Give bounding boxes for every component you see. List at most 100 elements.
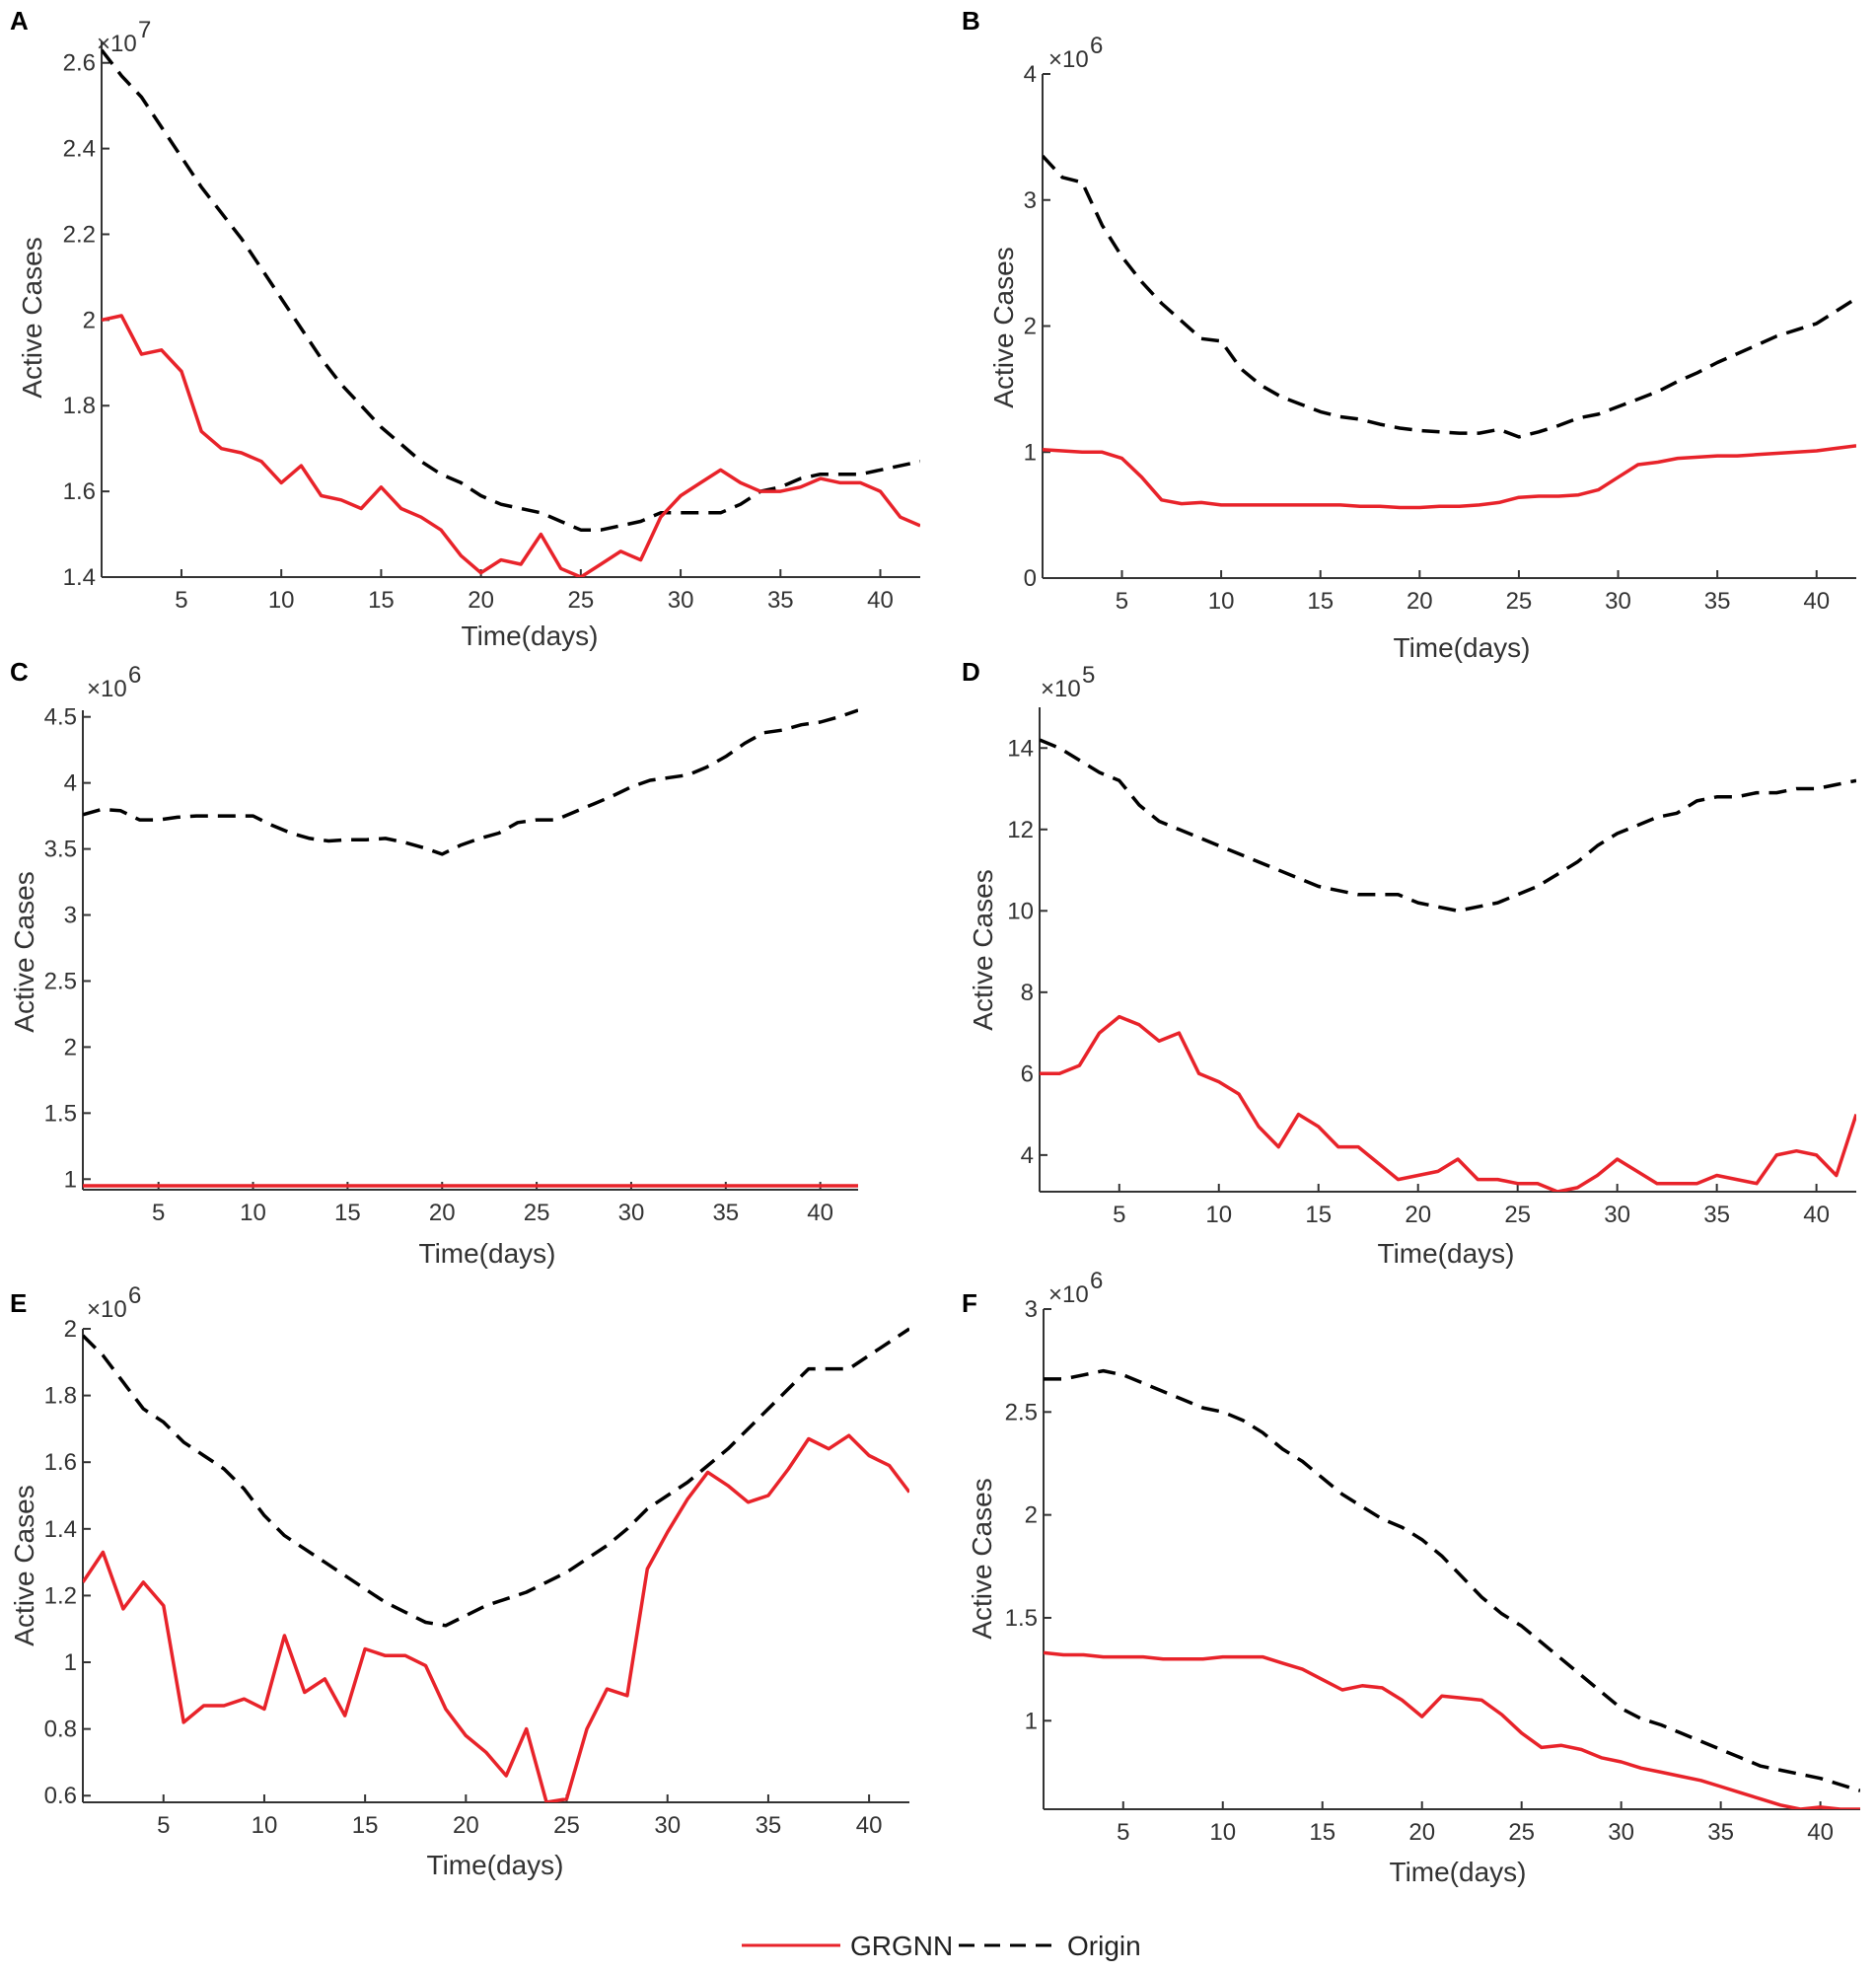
y-tick-label: 1.4 xyxy=(44,1516,77,1543)
x-tick-label: 10 xyxy=(252,1812,278,1839)
y-tick-label: 2.2 xyxy=(63,221,96,248)
y-tick-label: 4 xyxy=(1024,61,1037,88)
y-tick-label: 1.8 xyxy=(63,393,96,419)
y-tick-label: 0 xyxy=(1024,565,1037,592)
y-tick-label: 2.5 xyxy=(44,968,77,994)
axis-multiplier: ×10 6 xyxy=(1048,33,1103,73)
y-tick-label: 3 xyxy=(1024,187,1037,214)
x-tick-label: 35 xyxy=(1707,1819,1734,1846)
x-tick-label: 35 xyxy=(1704,588,1731,615)
x-tick-label: 40 xyxy=(1807,1819,1834,1846)
y-tick-label: 4 xyxy=(64,770,77,797)
x-tick-label: 20 xyxy=(1405,1202,1431,1228)
series-origin-line xyxy=(83,1327,909,1628)
x-tick-label: 40 xyxy=(1803,588,1830,615)
x-tick-label: 20 xyxy=(468,587,494,614)
x-tick-label: 10 xyxy=(1205,1202,1232,1228)
svg-text:×10: ×10 xyxy=(1048,1281,1089,1308)
y-axis-label: Active Cases xyxy=(17,237,47,398)
x-tick-label: 15 xyxy=(1305,1202,1332,1228)
series-origin-line xyxy=(102,48,920,532)
y-tick-label: 2 xyxy=(1024,314,1037,340)
svg-text:×10: ×10 xyxy=(1041,676,1081,702)
series-grgnn-line xyxy=(1044,1650,1860,1809)
legend: GRGNN Origin xyxy=(742,1931,1141,1961)
y-tick-label: 1.5 xyxy=(1005,1605,1038,1632)
x-tick-label: 25 xyxy=(568,587,595,614)
axis-multiplier: ×10 6 xyxy=(1048,1268,1103,1308)
y-tick-label: 2 xyxy=(64,1034,77,1060)
y-tick-label: 14 xyxy=(1007,735,1034,762)
x-tick-label: 20 xyxy=(1407,588,1433,615)
x-tick-label: 30 xyxy=(668,587,694,614)
x-tick-label: 15 xyxy=(1307,588,1334,615)
y-tick-label: 3 xyxy=(64,903,77,929)
plot-area: 5 10 15 20 25 30 35 40 1 1.5 2 2.5 3 xyxy=(1005,1296,1860,1846)
x-tick-label: 10 xyxy=(268,587,295,614)
x-tick-label: 35 xyxy=(756,1812,782,1839)
x-tick-label: 40 xyxy=(856,1812,883,1839)
x-tick-label: 40 xyxy=(807,1200,833,1226)
x-tick-label: 10 xyxy=(240,1200,266,1226)
y-tick-label: 2.5 xyxy=(1005,1399,1038,1425)
x-tick-label: 35 xyxy=(712,1200,739,1226)
x-tick-label: 40 xyxy=(1803,1202,1830,1228)
x-tick-label: 40 xyxy=(867,587,894,614)
axis-exponent: 6 xyxy=(128,1282,141,1309)
y-tick-label: 2 xyxy=(64,1316,77,1343)
y-tick-label: 1.6 xyxy=(44,1449,77,1476)
y-tick-label: 3.5 xyxy=(44,837,77,863)
x-tick-label: 30 xyxy=(618,1200,645,1226)
x-tick-label: 15 xyxy=(334,1200,361,1226)
x-tick-label: 5 xyxy=(1113,1202,1125,1228)
panel-e: E 5 10 15 20 25 30 35 40 0.6 0.8 1 1.2 1.4 1.6 1.8 2 Ti… xyxy=(9,1282,909,1880)
y-tick-label: 0.6 xyxy=(44,1783,77,1809)
y-tick-label: 1 xyxy=(64,1649,77,1676)
x-tick-label: 15 xyxy=(352,1812,379,1839)
y-tick-label: 0.8 xyxy=(44,1716,77,1743)
axis-multiplier: ×10 6 xyxy=(87,1282,141,1323)
x-tick-label: 15 xyxy=(1309,1819,1335,1846)
axis-exponent: 6 xyxy=(1090,33,1103,59)
y-tick-label: 2.6 xyxy=(63,50,96,77)
y-tick-label: 4 xyxy=(1021,1142,1034,1169)
axis-multiplier: ×10 6 xyxy=(87,662,141,702)
series-origin-line xyxy=(1044,1368,1860,1792)
series-grgnn-line xyxy=(83,1433,909,1802)
y-axis-label: Active Cases xyxy=(967,1478,997,1639)
panel-letter: C xyxy=(10,657,29,687)
y-tick-label: 12 xyxy=(1007,817,1034,843)
x-tick-label: 25 xyxy=(1504,1202,1531,1228)
x-tick-label: 30 xyxy=(654,1812,681,1839)
plot-area: 5 10 15 20 25 30 35 40 4 6 8 10 12 14 xyxy=(1007,707,1856,1228)
x-tick-label: 30 xyxy=(1608,1819,1634,1846)
svg-text:×10: ×10 xyxy=(97,31,137,57)
x-tick-label: 5 xyxy=(1116,588,1128,615)
svg-text:×10: ×10 xyxy=(87,1296,127,1323)
x-axis-label: Time(days) xyxy=(419,1238,556,1269)
plot-area: 5 10 15 20 25 30 35 40 0 1 2 3 4 xyxy=(1024,61,1856,615)
plot-area: 5 10 15 20 25 30 35 40 1 1.5 2 2.5 3 3.5 4 4.5 xyxy=(44,704,858,1226)
x-tick-label: 35 xyxy=(1703,1202,1730,1228)
y-tick-label: 10 xyxy=(1007,898,1034,924)
y-tick-label: 1 xyxy=(64,1166,77,1193)
series-origin-line xyxy=(1040,738,1856,913)
x-tick-label: 5 xyxy=(152,1200,165,1226)
x-tick-label: 35 xyxy=(767,587,794,614)
svg-text:×10: ×10 xyxy=(1048,46,1089,73)
y-tick-label: 2 xyxy=(1025,1502,1038,1529)
x-tick-label: 10 xyxy=(1209,1819,1236,1846)
x-tick-label: 5 xyxy=(157,1812,170,1839)
axis-exponent: 6 xyxy=(128,662,141,689)
y-tick-label: 2.4 xyxy=(63,136,96,163)
y-tick-label: 8 xyxy=(1021,980,1034,1006)
x-tick-label: 30 xyxy=(1604,1202,1630,1228)
axis-multiplier: ×10 7 xyxy=(97,17,151,57)
y-tick-label: 1.4 xyxy=(63,564,96,591)
panel-f: F 5 10 15 20 25 30 35 40 1 1.5 2 2.5 3 Time(days) Ac… xyxy=(962,1268,1860,1887)
x-tick-label: 25 xyxy=(553,1812,580,1839)
y-tick-label: 1 xyxy=(1025,1708,1038,1734)
y-tick-label: 2 xyxy=(83,307,96,333)
series-grgnn-line xyxy=(1040,1014,1856,1192)
